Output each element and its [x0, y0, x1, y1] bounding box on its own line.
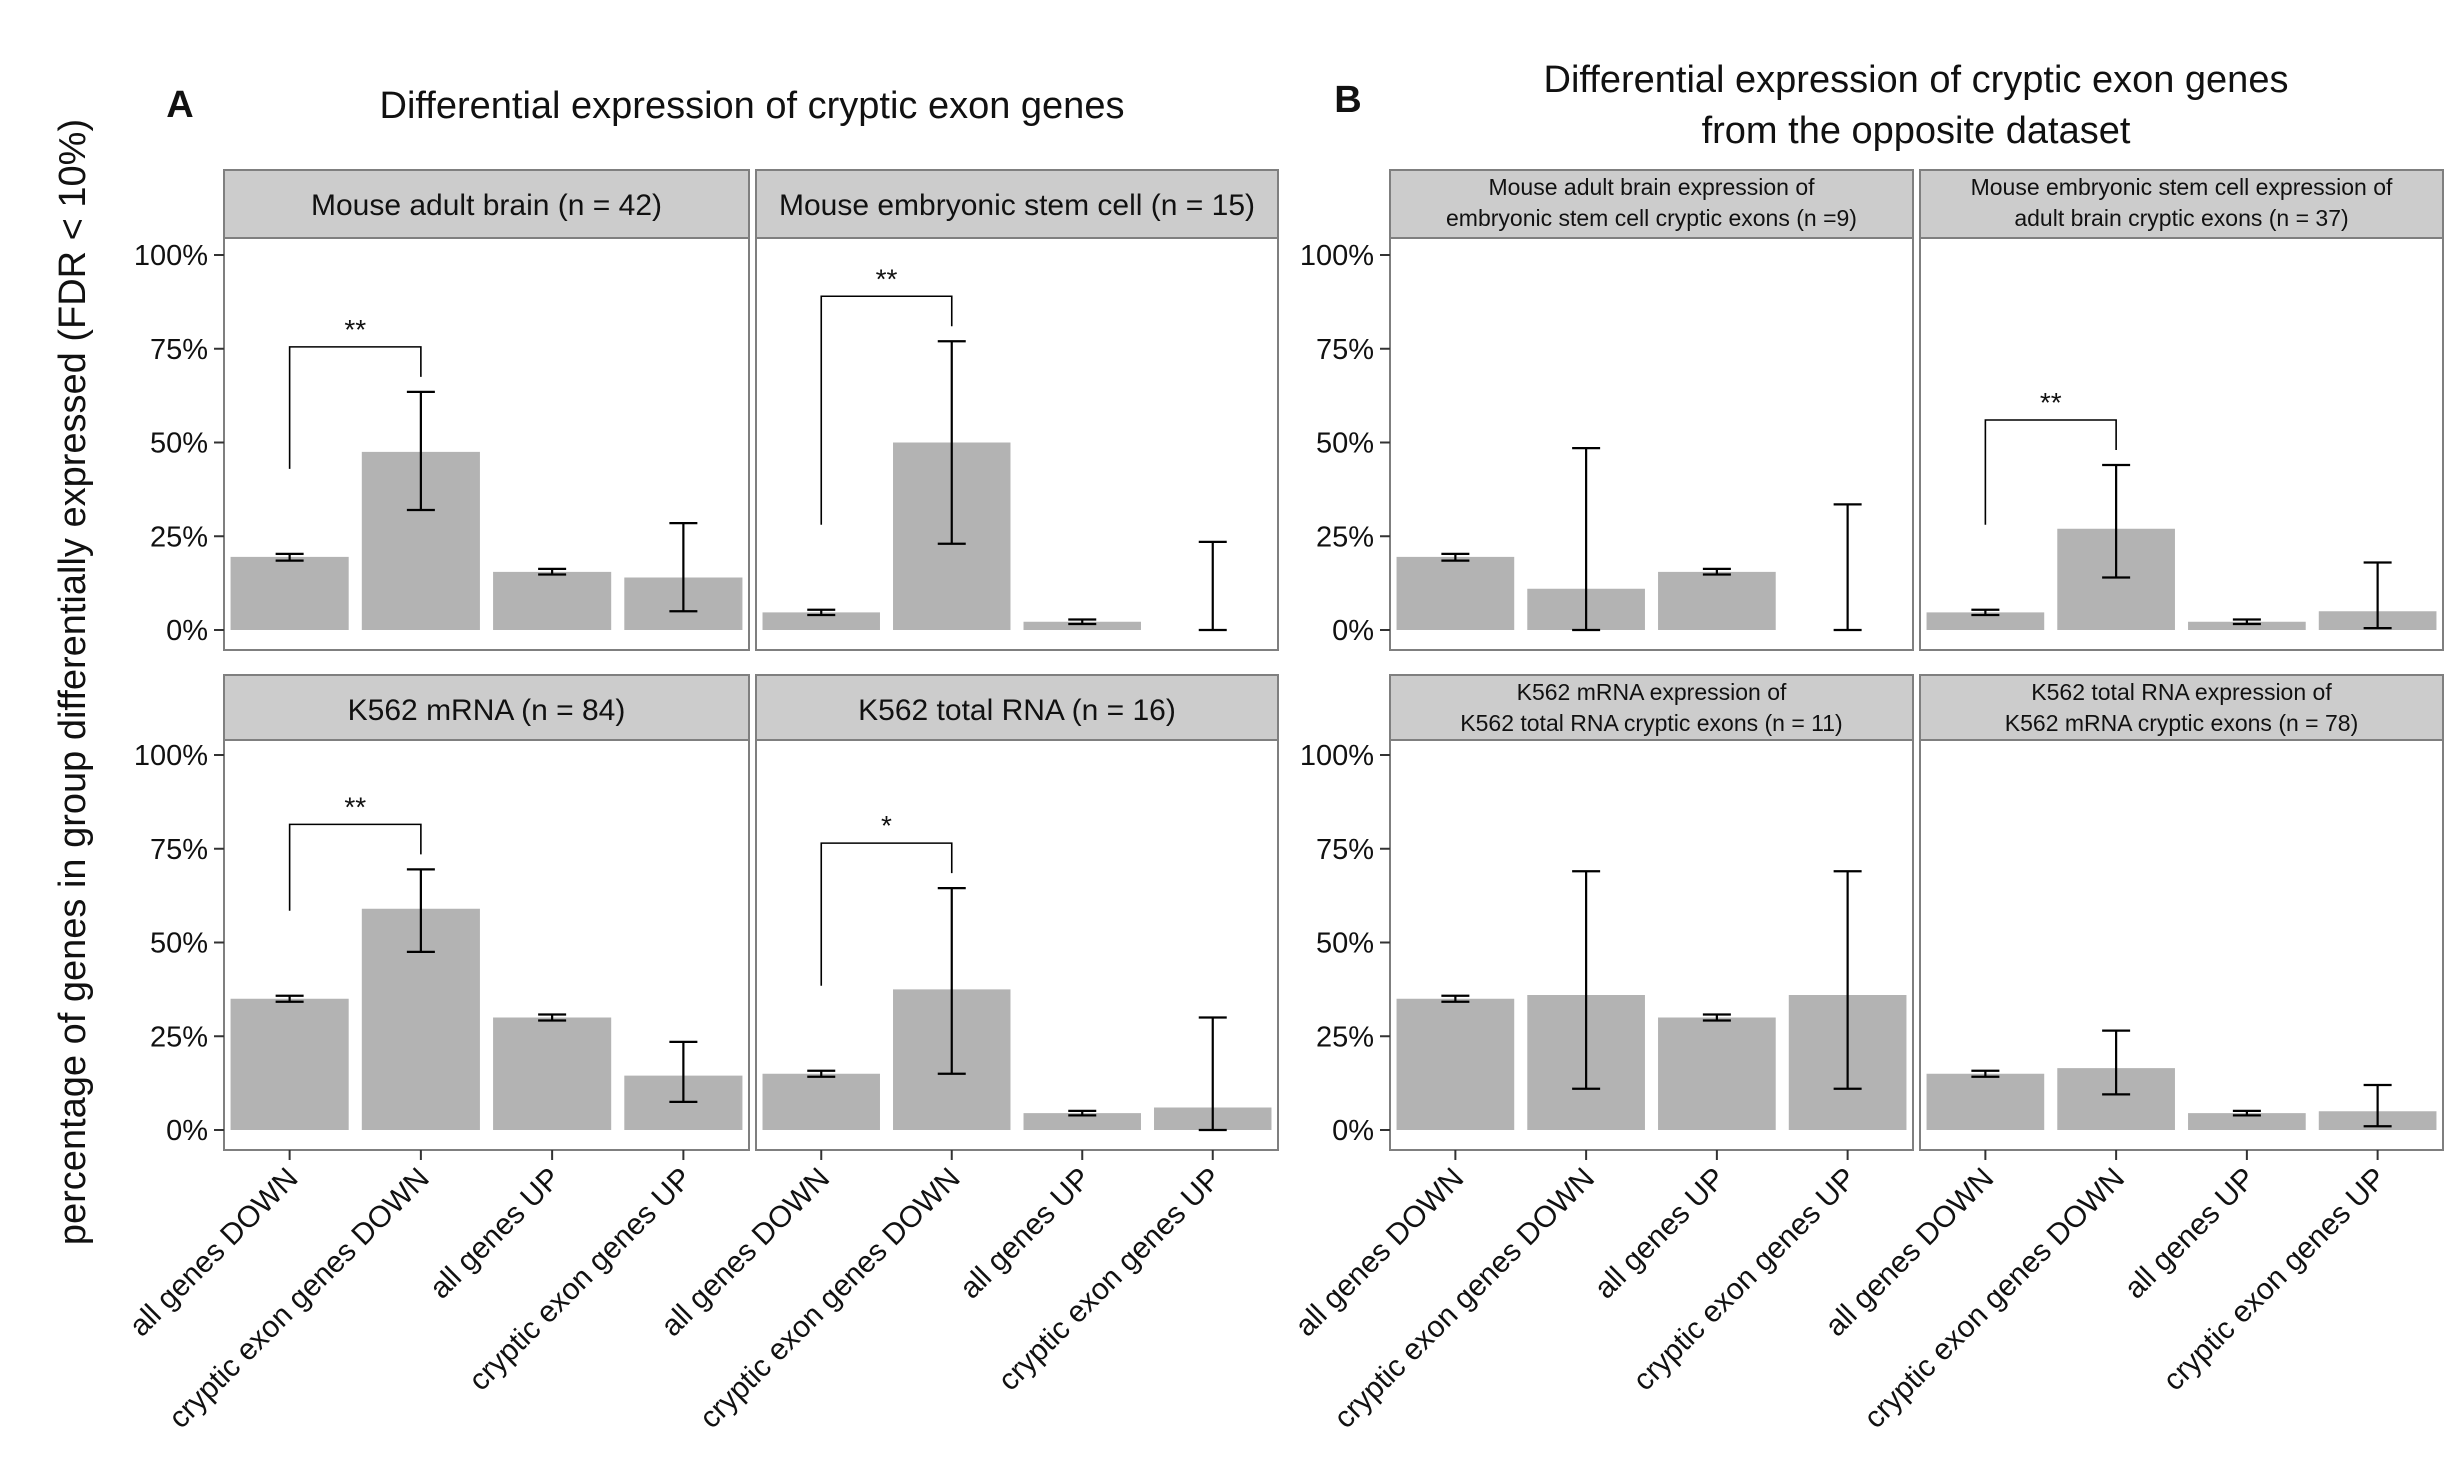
- y-tick-label: 50%: [150, 928, 208, 960]
- facet-panels: Mouse adult brain (n = 42) ** 0% 25% 50% 75% 1…: [123, 169, 2444, 1435]
- bar: [1023, 621, 1141, 630]
- y-tick-label: 75%: [150, 834, 208, 866]
- bar: [1658, 1017, 1776, 1130]
- significance-bracket: [1984, 419, 2117, 525]
- bar: [1023, 1113, 1141, 1130]
- facet-title-line: K562 mRNA expression of: [1517, 679, 1787, 705]
- y-tick-label: 100%: [1300, 740, 1374, 772]
- y-tick-label: 50%: [1316, 928, 1374, 960]
- section-title-b-line2: from the opposite dataset: [1702, 110, 2131, 152]
- significance-label: *: [881, 810, 892, 841]
- facet-strip: [223, 169, 750, 239]
- x-tick-label: all genes UP: [423, 1162, 567, 1306]
- x-tick-label: cryptic exon genes DOWN: [1858, 1162, 2131, 1435]
- significance-bracket: [820, 842, 953, 986]
- facet-strip: [1389, 674, 1914, 741]
- section-title-b-line1: Differential expression of cryptic exon …: [1544, 59, 2289, 101]
- plot-frame: [1919, 237, 2444, 651]
- bar: [1396, 556, 1515, 630]
- facet-title-line: Mouse adult brain expression of: [1488, 174, 1815, 200]
- facet-strip: [1919, 674, 2444, 741]
- significance-label: **: [2040, 387, 2062, 418]
- bar: [230, 556, 349, 630]
- section-title-a: Differential expression of cryptic exon …: [380, 85, 1125, 127]
- facet-panel: K562 total RNA (n = 16)*all genes DOWNcr…: [655, 674, 1279, 1435]
- x-tick-label: all genes UP: [1588, 1162, 1732, 1306]
- y-tick-label: 75%: [150, 334, 208, 366]
- significance-bracket: [288, 823, 422, 911]
- y-tick-label: 25%: [1316, 1021, 1374, 1053]
- significance-bracket: [820, 295, 953, 525]
- x-tick-label: cryptic exon genes DOWN: [163, 1162, 436, 1435]
- facet-strip: [755, 169, 1279, 239]
- y-tick-label: 0%: [166, 1115, 208, 1147]
- bar: [2188, 1113, 2306, 1130]
- significance-label: **: [876, 263, 898, 294]
- significance-bracket: [288, 346, 422, 469]
- bar: [1396, 998, 1515, 1130]
- facet-panel: Mouse embryonic stem cell expression of a…: [1919, 169, 2444, 651]
- y-tick-label: 0%: [1332, 615, 1374, 647]
- significance-label: **: [344, 791, 366, 822]
- y-tick-label: 25%: [150, 1021, 208, 1053]
- bar: [762, 1073, 880, 1130]
- significance-label: **: [344, 314, 366, 345]
- facet-title-line: K562 mRNA cryptic exons (n = 78): [2005, 710, 2358, 736]
- facet-panel: Mouse embryonic stem cell (n = 15) **: [755, 169, 1279, 651]
- facet-panel: Mouse adult brain expression of embryonic…: [1300, 169, 1914, 651]
- facet-title-line: Mouse embryonic stem cell expression of: [1971, 174, 2393, 200]
- facet-title-line: adult brain cryptic exons (n = 37): [2014, 205, 2348, 231]
- x-tick-label: cryptic exon genes DOWN: [1328, 1162, 1601, 1435]
- y-tick-label: 50%: [1316, 428, 1374, 460]
- bar: [1926, 612, 2045, 630]
- y-tick-label: 0%: [166, 615, 208, 647]
- x-tick-label: cryptic exon genes DOWN: [693, 1162, 966, 1435]
- panel-letter-a: A: [166, 84, 193, 126]
- facet-title-line: Mouse adult brain (n = 42): [311, 189, 662, 222]
- y-tick-label: 50%: [150, 428, 208, 460]
- facet-title-line: K562 total RNA (n = 16): [858, 694, 1176, 727]
- y-tick-label: 100%: [134, 240, 208, 272]
- facet-title-line: embryonic stem cell cryptic exons (n =9): [1446, 205, 1857, 231]
- bar: [493, 1017, 612, 1130]
- facet-title-line: K562 mRNA (n = 84): [348, 694, 626, 727]
- facet-title-line: Mouse embryonic stem cell (n = 15): [779, 189, 1255, 222]
- bar: [493, 571, 612, 630]
- y-tick-label: 100%: [134, 740, 208, 772]
- y-tick-label: 100%: [1300, 240, 1374, 272]
- y-tick-label: 25%: [1316, 521, 1374, 553]
- x-tick-label: all genes UP: [2118, 1162, 2262, 1306]
- bar: [1658, 571, 1776, 630]
- facet-strip: [1919, 169, 2444, 239]
- y-tick-label: 25%: [150, 521, 208, 553]
- x-tick-label: cryptic exon genes UP: [992, 1162, 1228, 1398]
- x-tick-label: cryptic exon genes UP: [2157, 1162, 2393, 1398]
- bar: [2188, 621, 2306, 630]
- plot-frame: [755, 237, 1279, 651]
- bar: [762, 612, 880, 630]
- x-tick-label: cryptic exon genes UP: [463, 1162, 699, 1398]
- y-tick-label: 75%: [1316, 834, 1374, 866]
- facet-panel: Mouse adult brain (n = 42) ** 0% 25% 50% 75% 1…: [134, 169, 750, 651]
- panel-letter-b: B: [1334, 79, 1361, 121]
- facet-strip: [1389, 169, 1914, 239]
- x-tick-label: all genes UP: [954, 1162, 1098, 1306]
- x-tick-label: cryptic exon genes UP: [1627, 1162, 1863, 1398]
- facet-strip: [755, 674, 1279, 741]
- facet-title-line: K562 total RNA expression of: [2031, 679, 2332, 705]
- bar: [1926, 1073, 2045, 1130]
- y-tick-label: 75%: [1316, 334, 1374, 366]
- bar: [230, 998, 349, 1130]
- facet-title-line: K562 total RNA cryptic exons (n = 11): [1460, 710, 1842, 736]
- y-axis-label: percentage of genes in group differentia…: [52, 119, 94, 1245]
- y-tick-label: 0%: [1332, 1115, 1374, 1147]
